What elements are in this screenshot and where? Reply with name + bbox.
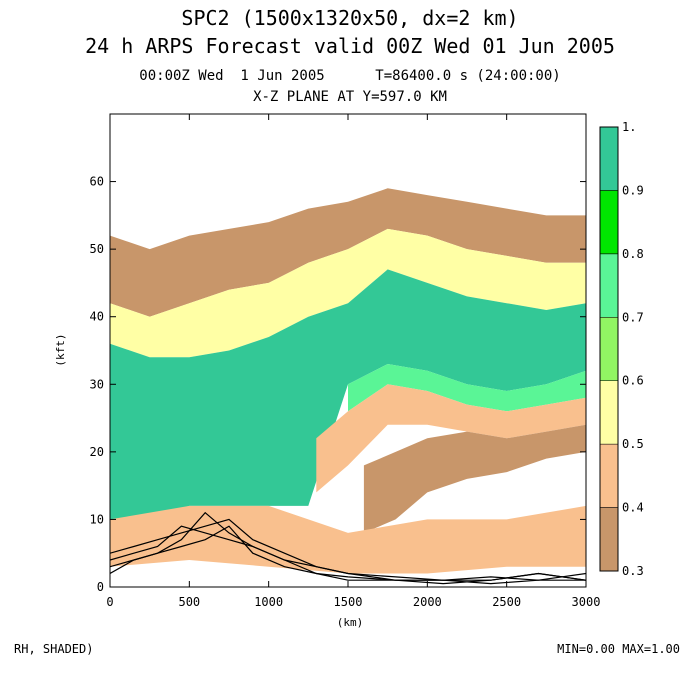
- colorbar-label-1: 0.4: [622, 501, 644, 515]
- colorbar-segment-3: [599, 317, 619, 381]
- colorbar-label-5: 0.8: [622, 247, 644, 261]
- x-tick-label-2500: 2500: [492, 595, 521, 609]
- surface-curve-3: [110, 525, 586, 585]
- colorbar: 0.3 0.4 0.5 0.6 0.7 0.8 0.9 1.: [599, 120, 644, 578]
- y-tick-label-50: 50: [90, 242, 104, 256]
- colorbar-label-2: 0.5: [622, 437, 644, 451]
- y-tick-label-0: 0: [97, 580, 104, 594]
- colorbar-segment-0: [599, 507, 619, 572]
- y-tick-label-30: 30: [90, 377, 104, 391]
- x-tick-label-500: 500: [178, 595, 200, 609]
- title-line-1: SPC2 (1500x1320x50, dx=2 km): [181, 6, 519, 30]
- y-tick-label-60: 60: [90, 175, 104, 189]
- x-axis: 0 500 1000 1500 2000 2500 3000: [106, 114, 600, 609]
- colorbar-label-3: 0.6: [622, 374, 644, 388]
- colorbar-label-0: 0.3: [622, 564, 644, 578]
- y-axis-label: (kft): [54, 333, 67, 366]
- footer-min-max: MIN=0.00 MAX=1.00: [557, 642, 680, 656]
- y-axis: 0 10 20 30 40 50 60: [90, 175, 586, 594]
- rh-band-0: [110, 188, 586, 317]
- rh-field-layer: [110, 188, 586, 574]
- y-tick-label-10: 10: [90, 512, 104, 526]
- plane-info-line: X-Z PLANE AT Y=597.0 KM: [253, 89, 447, 105]
- rh-band-4: [316, 384, 586, 493]
- x-tick-label-2000: 2000: [413, 595, 442, 609]
- y-tick-label-40: 40: [90, 310, 104, 324]
- x-tick-label-0: 0: [106, 595, 113, 609]
- colorbar-frame: [599, 126, 619, 572]
- colorbar-label-7: 1.: [622, 120, 636, 134]
- colorbar-segment-5: [599, 190, 619, 255]
- surface-curve-0: [110, 518, 586, 581]
- rh-band-3: [348, 364, 586, 412]
- footer-field-label: RH, SHADED): [14, 642, 94, 656]
- surface-curves-layer: [110, 511, 586, 585]
- rh-band-1: [110, 228, 586, 358]
- colorbar-segment-4: [599, 253, 619, 318]
- time-info-line: 00:00Z Wed 1 Jun 2005 T=86400.0 s (24:00…: [139, 68, 561, 84]
- colorbar-segment-1: [599, 443, 619, 508]
- y-tick-label-20: 20: [90, 445, 104, 459]
- rh-band-2: [110, 269, 586, 520]
- x-tick-label-3000: 3000: [572, 595, 601, 609]
- surface-curve-2: [110, 511, 586, 585]
- x-axis-label: (km): [337, 616, 364, 629]
- x-tick-label-1000: 1000: [254, 595, 283, 609]
- colorbar-label-6: 0.9: [622, 183, 644, 197]
- title-line-2: 24 h ARPS Forecast valid 00Z Wed 01 Jun …: [85, 34, 615, 58]
- colorbar-segment-2: [599, 380, 619, 445]
- rh-band-5: [363, 424, 586, 533]
- x-tick-label-1500: 1500: [334, 595, 363, 609]
- rh-band-6: [110, 505, 586, 574]
- colorbar-segment-6: [599, 126, 619, 191]
- colorbar-label-4: 0.7: [622, 310, 644, 324]
